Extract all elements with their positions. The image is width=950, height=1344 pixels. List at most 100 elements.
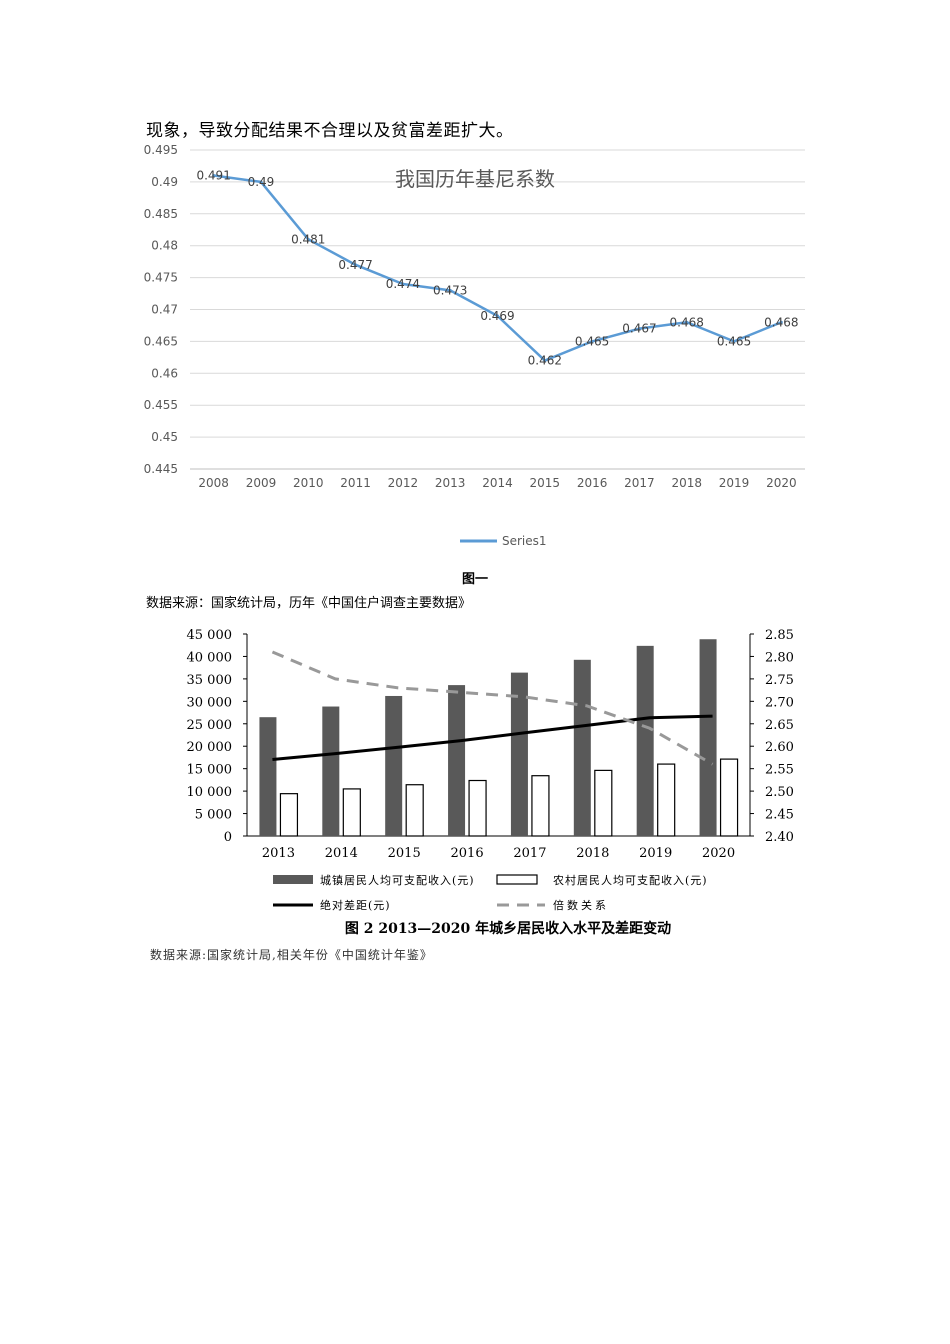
x-tick-label: 2016	[577, 476, 608, 490]
right-tick-label: 2.55	[765, 763, 794, 778]
x-tick-label: 2019	[639, 846, 672, 861]
x-tick-label: 2008	[198, 476, 229, 490]
bar-rural-income	[468, 779, 487, 837]
data-point	[732, 339, 736, 343]
y-tick-label: 0.455	[144, 398, 178, 412]
right-tick-label: 2.70	[765, 695, 794, 710]
x-tick-label: 2020	[766, 476, 797, 490]
line-ratio	[271, 650, 714, 766]
body-paragraph: 现象，导致分配结果不合理以及贫富差距扩大。	[146, 121, 514, 141]
income-combo-chart: 0 5 000 10 000 15 000 20 000 25 000 30 000 35 0…	[187, 628, 794, 912]
legend-swatch-rural	[496, 874, 538, 885]
left-tick-label: 30 000	[187, 695, 233, 710]
bar-urban-income	[322, 706, 340, 836]
right-tick-label: 2.60	[765, 740, 794, 755]
data-point	[590, 339, 594, 343]
legend-label-series1: Series1	[502, 534, 547, 548]
x-tick-label: 2017	[513, 846, 546, 861]
y-tick-label: 0.46	[151, 366, 178, 380]
data-label: 0.468	[764, 315, 798, 329]
legend-label-ratio: 倍数关系	[553, 898, 609, 912]
right-tick-label: 2.50	[765, 785, 794, 800]
right-tick-label: 2.85	[765, 628, 794, 643]
data-point	[306, 237, 310, 241]
bar-urban-income	[636, 645, 654, 836]
left-tick-label: 40 000	[187, 650, 233, 665]
data-label: 0.467	[622, 322, 656, 336]
y-tick-label: 0.48	[151, 239, 178, 253]
bar-rural-income	[594, 769, 613, 837]
x-tick-label: 2013	[262, 846, 295, 861]
data-label: 0.469	[480, 309, 514, 323]
data-point	[448, 288, 452, 292]
data-label: 0.465	[575, 334, 609, 348]
bar-rural-income	[531, 775, 550, 837]
left-tick-label: 15 000	[187, 763, 233, 778]
x-tick-label: 2016	[451, 846, 484, 861]
gini-line-chart: 0.445 0.45 0.455 0.46 0.465 0.47 0.475 0.48 0.48…	[144, 143, 805, 548]
left-tick-label: 10 000	[187, 785, 233, 800]
bar-rural-income	[279, 793, 299, 837]
data-point	[496, 314, 499, 318]
right-tick-label: 2.65	[765, 718, 794, 733]
figure1-caption: 图一	[461, 572, 488, 587]
y-tick-label: 0.465	[144, 334, 178, 348]
line-absolute-gap	[272, 714, 713, 762]
bar-urban-income	[259, 717, 277, 836]
x-tick-label: 2015	[388, 846, 421, 861]
data-label: 0.468	[670, 315, 704, 329]
data-label: 0.49	[248, 175, 275, 189]
figure1-source: 数据来源：国家统计局，历年《中国住户调查主要数据》	[146, 596, 472, 611]
data-point	[543, 359, 547, 363]
bar-urban-income	[699, 639, 717, 836]
left-tick-label: 20 000	[187, 740, 233, 755]
x-tick-label: 2012	[388, 476, 419, 490]
legend-swatch-urban	[273, 875, 313, 884]
y-tick-label: 0.485	[144, 207, 178, 221]
right-tick-label: 2.75	[765, 673, 794, 688]
bar-rural-income	[719, 758, 739, 837]
right-tick-label: 2.45	[765, 808, 794, 823]
left-tick-label: 0	[224, 830, 232, 845]
x-tick-label: 2017	[624, 476, 655, 490]
bar-urban-income	[573, 659, 591, 836]
data-label: 0.465	[717, 334, 751, 348]
data-point	[637, 327, 641, 331]
bar-rural-income	[657, 763, 676, 837]
x-tick-label: 2018	[576, 846, 609, 861]
bar-rural-income	[405, 784, 424, 837]
x-tick-label: 2020	[702, 846, 735, 861]
right-tick-label: 2.80	[765, 650, 794, 665]
y-tick-label: 0.45	[151, 430, 178, 444]
figure2-source: 数据来源:国家统计局,相关年份《中国统计年鉴》	[150, 948, 433, 962]
data-point	[212, 174, 216, 178]
y-tick-label: 0.445	[144, 462, 178, 476]
x-tick-label: 2015	[530, 476, 561, 490]
data-label: 0.477	[338, 258, 372, 272]
bar-urban-income	[448, 685, 466, 836]
data-point	[685, 320, 689, 324]
data-point	[259, 180, 263, 184]
figure2-caption: 图 2 2013—2020 年城乡居民收入水平及差距变动	[344, 921, 672, 937]
chart-title: 我国历年基尼系数	[395, 167, 555, 191]
bar-urban-income	[510, 672, 528, 836]
x-tick-label: 2019	[719, 476, 750, 490]
data-label: 0.491	[196, 169, 230, 183]
data-point	[354, 263, 358, 267]
bar-urban-income	[385, 695, 403, 836]
x-tick-label: 2011	[340, 476, 371, 490]
y-tick-label: 0.49	[151, 175, 178, 189]
x-tick-label: 2018	[671, 476, 702, 490]
left-tick-label: 5 000	[195, 808, 232, 823]
right-tick-label: 2.40	[765, 830, 794, 845]
left-tick-label: 25 000	[187, 718, 233, 733]
left-tick-label: 35 000	[187, 673, 233, 688]
x-tick-label: 2014	[325, 846, 358, 861]
x-tick-label: 2009	[246, 476, 277, 490]
data-label: 0.481	[291, 232, 325, 246]
y-tick-label: 0.47	[151, 303, 178, 317]
left-tick-label: 45 000	[187, 628, 233, 643]
data-label: 0.474	[386, 277, 420, 291]
y-tick-label: 0.495	[144, 143, 178, 157]
x-tick-label: 2010	[293, 476, 324, 490]
